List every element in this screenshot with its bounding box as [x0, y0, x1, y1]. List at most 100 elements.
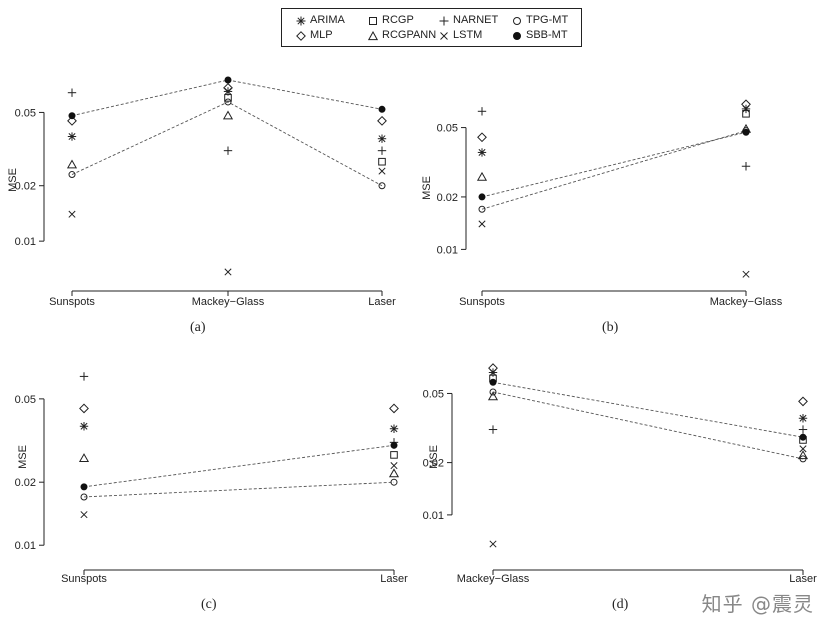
- legend-label: RCGP: [382, 14, 414, 26]
- legend-label: MLP: [310, 29, 333, 41]
- legend-item-narnet: NARNET: [439, 14, 498, 27]
- marker-lstm: [799, 445, 807, 453]
- panel-label-a: (a): [190, 320, 206, 335]
- marker-rcgp: [742, 109, 750, 118]
- marker-narnet: [223, 146, 233, 155]
- y-tick-label: 0.05: [423, 388, 444, 400]
- y-axis-label: MSE: [7, 168, 19, 192]
- y-tick-label: 0.01: [437, 244, 458, 256]
- marker-sbb-mt: [68, 112, 76, 120]
- y-tick-label: 0.01: [15, 236, 36, 248]
- marker-sbb-mt: [799, 433, 807, 441]
- marker-narnet: [477, 107, 487, 116]
- marker-mlp: [67, 115, 77, 126]
- marker-arima: [389, 424, 399, 433]
- marker-lstm: [742, 270, 750, 278]
- marker-sbb-mt: [390, 441, 398, 449]
- y-tick-label: 0.05: [437, 123, 458, 135]
- marker-rcgpann: [487, 391, 499, 401]
- plus-icon: [439, 16, 449, 25]
- marker-arima: [477, 148, 487, 157]
- x-tick-label: Mackey−Glass: [192, 296, 265, 308]
- y-axis-label: MSE: [17, 445, 29, 469]
- marker-narnet: [79, 372, 89, 381]
- marker-sbb-mt: [742, 128, 750, 136]
- legend-label: SBB-MT: [526, 29, 568, 41]
- panel-label-d: (d): [612, 597, 629, 612]
- marker-mlp: [798, 396, 808, 407]
- series-line-sbb-mt: [492, 381, 804, 438]
- legend-label: ARIMA: [310, 14, 345, 26]
- chart-panel-d: 0.01 0.02 0.05 MSE Mackey−Glass Laser: [423, 363, 817, 585]
- marker-rcgpann: [476, 171, 488, 181]
- marker-lstm: [478, 220, 486, 228]
- x-tick-label: Mackey−Glass: [710, 296, 783, 308]
- legend-item-tpg-mt: TPG-MT: [512, 14, 568, 27]
- legend-item-mlp: MLP: [296, 29, 333, 42]
- circle-open-icon: [513, 16, 521, 25]
- marker-sbb-mt: [478, 193, 486, 201]
- series-line-tpg-mt: [83, 481, 395, 498]
- x-tick-label: Sunspots: [61, 573, 107, 585]
- marker-lstm: [80, 511, 88, 519]
- marker-rcgp: [378, 157, 386, 166]
- legend-item-rcgp: RCGP: [368, 14, 414, 27]
- marker-narnet: [798, 425, 808, 434]
- series-line-tpg-mt: [492, 391, 804, 460]
- marker-tpg-mt: [80, 493, 88, 501]
- legend-item-sbb-mt: SBB-MT: [512, 29, 568, 42]
- marker-tpg-mt: [68, 171, 76, 179]
- marker-rcgpann: [78, 453, 90, 463]
- marker-sbb-mt: [489, 378, 497, 386]
- panel-label-b: (b): [602, 320, 619, 335]
- panel-label-c: (c): [201, 597, 217, 612]
- marker-rcgpann: [66, 159, 78, 169]
- marker-narnet: [377, 146, 387, 155]
- marker-rcgpann: [222, 110, 234, 120]
- triangle-icon: [368, 30, 378, 40]
- marker-lstm: [378, 167, 386, 175]
- x-tick-label: Laser: [789, 573, 817, 585]
- marker-tpg-mt: [390, 478, 398, 486]
- marker-mlp: [477, 132, 487, 143]
- marker-mlp: [223, 82, 233, 93]
- marker-tpg-mt: [378, 182, 386, 190]
- marker-mlp: [741, 99, 751, 110]
- legend-label: TPG-MT: [526, 14, 569, 26]
- marker-mlp: [377, 115, 387, 126]
- y-tick-label: 0.01: [15, 540, 36, 552]
- x-tick-label: Sunspots: [459, 296, 505, 308]
- legend-label: RCGPANN: [382, 29, 437, 41]
- marker-narnet: [488, 425, 498, 434]
- series-line-sbb-mt: [71, 79, 383, 117]
- marker-narnet: [67, 88, 77, 97]
- chart-panel-a: 0.01 0.02 0.05 MSE Sunspots Mackey−Glass Laser: [7, 76, 396, 308]
- marker-lstm: [68, 210, 76, 218]
- marker-sbb-mt: [80, 483, 88, 491]
- y-tick-label: 0.02: [437, 192, 458, 204]
- marker-arima: [79, 422, 89, 431]
- chart-panel-c: 0.01 0.02 0.05 MSE Sunspots Laser: [15, 372, 408, 585]
- marker-lstm: [489, 540, 497, 548]
- x-tick-label: Sunspots: [49, 296, 95, 308]
- y-tick-label: 0.05: [15, 107, 36, 119]
- circle-filled-icon: [513, 31, 521, 40]
- marker-tpg-mt: [799, 455, 807, 463]
- y-tick-label: 0.02: [15, 181, 36, 193]
- marker-rcgpann: [797, 450, 809, 460]
- x-tick-label: Laser: [368, 296, 396, 308]
- marker-tpg-mt: [489, 388, 497, 396]
- marker-sbb-mt: [224, 76, 232, 84]
- marker-rcgp: [224, 94, 232, 102]
- marker-tpg-mt: [478, 205, 486, 213]
- diamond-icon: [296, 30, 306, 41]
- marker-lstm: [390, 462, 398, 470]
- marker-arima: [377, 134, 387, 143]
- marker-rcgp: [390, 451, 398, 459]
- marker-mlp: [488, 363, 498, 373]
- cross-icon: [440, 31, 448, 40]
- marker-mlp: [79, 403, 89, 414]
- asterisk-icon: [296, 16, 306, 25]
- square-icon: [369, 16, 377, 25]
